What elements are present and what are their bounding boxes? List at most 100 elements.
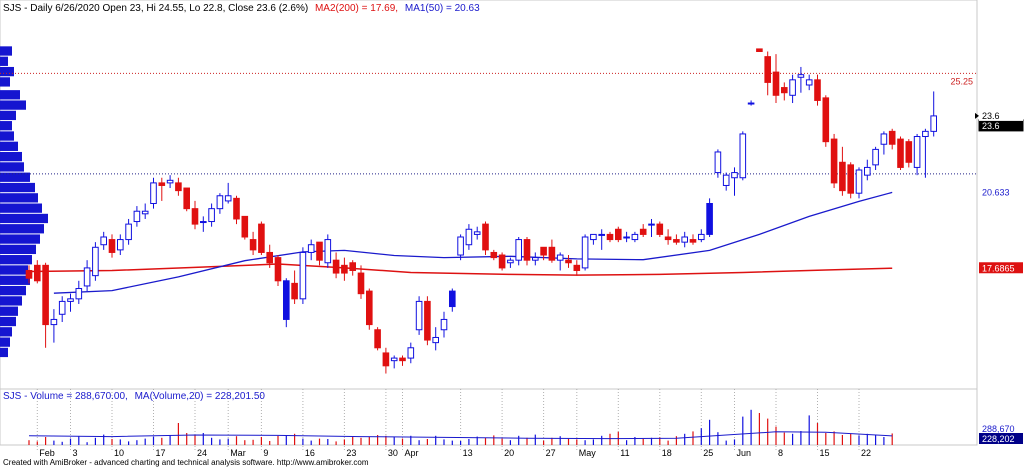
candle-body [366,290,373,326]
candle-body [781,87,788,94]
candle [822,95,830,147]
candle [631,231,639,243]
candle-body [681,236,689,243]
candle-body [913,136,921,168]
candle [316,241,323,266]
candle [42,262,49,348]
y-label-resistance: 25.25 [950,76,973,86]
footer-credit: Created with AmiBroker - advanced charti… [3,458,369,467]
candle [731,167,738,196]
ma50-line [53,191,893,294]
candle-body [822,97,830,143]
candle-body [341,264,348,274]
candle [739,131,747,181]
candle-body [407,347,415,359]
candle-body [25,269,33,279]
candle-body [299,251,307,300]
candle [241,215,249,240]
candle [75,280,83,304]
candle-body [598,233,606,236]
y-label-close-upper: 23.6 [982,111,1000,121]
candle-body [839,161,846,192]
candle-body [639,228,647,235]
candle-body [465,228,473,246]
candle-body [424,300,431,341]
volume-profile-bar [0,244,36,255]
candle [789,74,796,104]
candle [648,218,655,237]
x-tick-label: 23 [346,448,356,458]
candle-body [722,174,730,186]
candle-body [432,336,439,344]
volume-profile-bar [0,141,18,151]
candle-body [590,233,597,241]
candle [573,260,581,276]
candle [440,311,448,338]
volume-ma-line [28,431,893,440]
volume-profile-bar [0,77,10,87]
candle [764,51,772,96]
candle [913,133,921,176]
candle-body [158,182,166,186]
candle-body [498,254,506,269]
candle-body [374,329,381,349]
candle-body [399,357,406,362]
y-label-volume-ma: 228,202 [982,434,1015,444]
candle-body [92,246,99,277]
volume-profile-bar [0,90,20,100]
price-title: SJS - Daily 6/26/2020 Open 23, Hi 24.55,… [3,3,480,14]
x-tick-label: 24 [197,448,207,458]
candle-body [847,164,855,194]
candle-body [50,318,58,326]
x-tick-label: 11 [620,448,629,458]
volume-profile-bar [0,306,18,316]
candle-body [747,102,755,105]
candle-body [797,74,805,78]
volume-title: SJS - Volume = 288,670.00, MA(Volume,20)… [3,391,265,402]
candle [897,136,904,171]
candle [664,229,672,245]
candle-body [349,262,356,271]
volume-bars [28,409,893,445]
candle-body [42,264,49,326]
candle-body [864,166,871,176]
candle [532,252,539,266]
volume-profile-bar [0,151,22,162]
candle-body [117,239,124,251]
candle-body [523,239,531,261]
x-axis-labels: Feb 3 10 17 24 Mar 9 16 23 30 Apr 13 20 27 May 11 18 25 Ju… [39,448,871,458]
x-tick-label: 16 [305,448,315,458]
candle [673,234,680,245]
candle-body [888,130,896,145]
candle [880,131,888,155]
candle-body [664,236,672,241]
candle-body [656,223,664,235]
candle [482,221,489,256]
candle-body [249,239,257,251]
candle-body [805,79,813,86]
candle [656,221,664,237]
y-label-ma200: 17.6865 [982,263,1015,273]
volume-profile-bar [0,110,16,121]
volume-profile [0,46,48,358]
candle [374,327,381,351]
x-tick-label: May [579,448,597,458]
candle [175,177,182,196]
volume-profile-bar [0,193,38,203]
candle [681,231,689,248]
candle [847,162,855,199]
candle [523,236,531,266]
candle [390,355,398,369]
candle [515,236,523,266]
candle-body [880,133,888,145]
candle-body [473,231,481,235]
candle-body [556,254,564,261]
candle [432,327,439,351]
x-tick-label: 17 [156,448,166,458]
candle-body [739,133,747,179]
candle [888,128,896,150]
candle [166,175,174,189]
volume-profile-bar [0,255,32,265]
volume-profile-bar [0,316,16,327]
